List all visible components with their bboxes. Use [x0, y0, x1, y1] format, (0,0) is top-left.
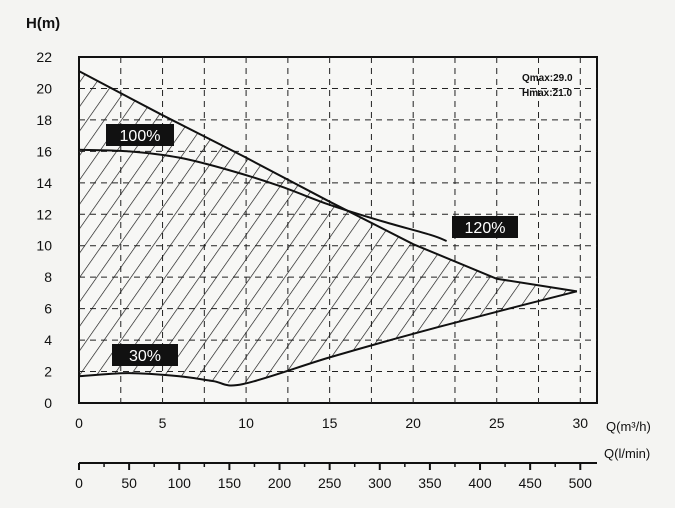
secondary-x-tick-label: 150: [218, 475, 242, 491]
x-tick-label: 15: [322, 415, 338, 431]
x-tick-label: 20: [405, 415, 421, 431]
x-tick-label: 30: [573, 415, 589, 431]
x-axis-title: Q(m³/h): [606, 419, 651, 434]
y-tick-label: 4: [44, 332, 52, 348]
hmax-note: Hmax:21.0: [522, 88, 572, 99]
y-tick-label: 18: [36, 112, 52, 128]
badge-120-percent: 120%: [452, 216, 518, 238]
y-tick-label: 0: [44, 395, 52, 411]
secondary-x-tick-label: 400: [468, 475, 492, 491]
x-tick-label: 25: [489, 415, 505, 431]
y-tick-label: 20: [36, 80, 52, 96]
x-axis-ticks: 0 5 10 15 20 25 30: [75, 415, 588, 431]
secondary-x-tick-label: 300: [368, 475, 392, 491]
qmax-note: Qmax:29.0: [522, 73, 573, 84]
y-tick-label: 10: [36, 238, 52, 254]
y-axis-title: H(m): [26, 15, 60, 32]
badge-120-bg: [452, 216, 518, 238]
y-tick-label: 16: [36, 143, 52, 159]
curve-120-percent: [78, 70, 578, 293]
y-tick-label: 2: [44, 364, 52, 380]
secondary-x-tick-label: 500: [569, 475, 593, 491]
badge-100-bg: [106, 124, 174, 146]
badge-30-bg: [112, 344, 178, 366]
secondary-x-axis-title: Q(l/min): [604, 446, 650, 461]
y-tick-label: 8: [44, 269, 52, 285]
operating-envelope: [79, 71, 577, 385]
x-tick-label: 10: [238, 415, 254, 431]
secondary-x-tick-label: 450: [518, 475, 542, 491]
badge-120-label: 120%: [465, 220, 506, 237]
curve-100-percent: [78, 148, 447, 242]
secondary-x-tick-label: 50: [121, 475, 137, 491]
badge-30-label: 30%: [129, 348, 161, 365]
curve-30-percent: [78, 290, 578, 387]
x-tick-label: 0: [75, 415, 83, 431]
badge-100-percent: 100%: [106, 124, 174, 146]
secondary-x-tick-label: 200: [268, 475, 292, 491]
secondary-x-tick-label: 250: [318, 475, 342, 491]
x-tick-label: 5: [159, 415, 167, 431]
y-tick-label: 22: [36, 49, 52, 65]
secondary-x-axis: 0 50 100 150 200 250 300 350 400 450 500 Q(l/min): [75, 446, 650, 491]
secondary-x-tick-label: 350: [418, 475, 442, 491]
secondary-x-tick-label: 100: [168, 475, 192, 491]
y-tick-label: 14: [36, 175, 52, 191]
badge-30-percent: 30%: [112, 344, 178, 366]
y-axis-ticks: 0 2 4 6 8 10 12 14 16 18 20 22: [36, 49, 52, 411]
secondary-x-tick-label: 0: [75, 475, 83, 491]
secondary-x-axis-ticks: 0 50 100 150 200 250 300 350 400 450 500: [75, 463, 592, 491]
badge-100-label: 100%: [120, 128, 161, 145]
y-tick-label: 6: [44, 301, 52, 317]
y-tick-label: 12: [36, 206, 52, 222]
